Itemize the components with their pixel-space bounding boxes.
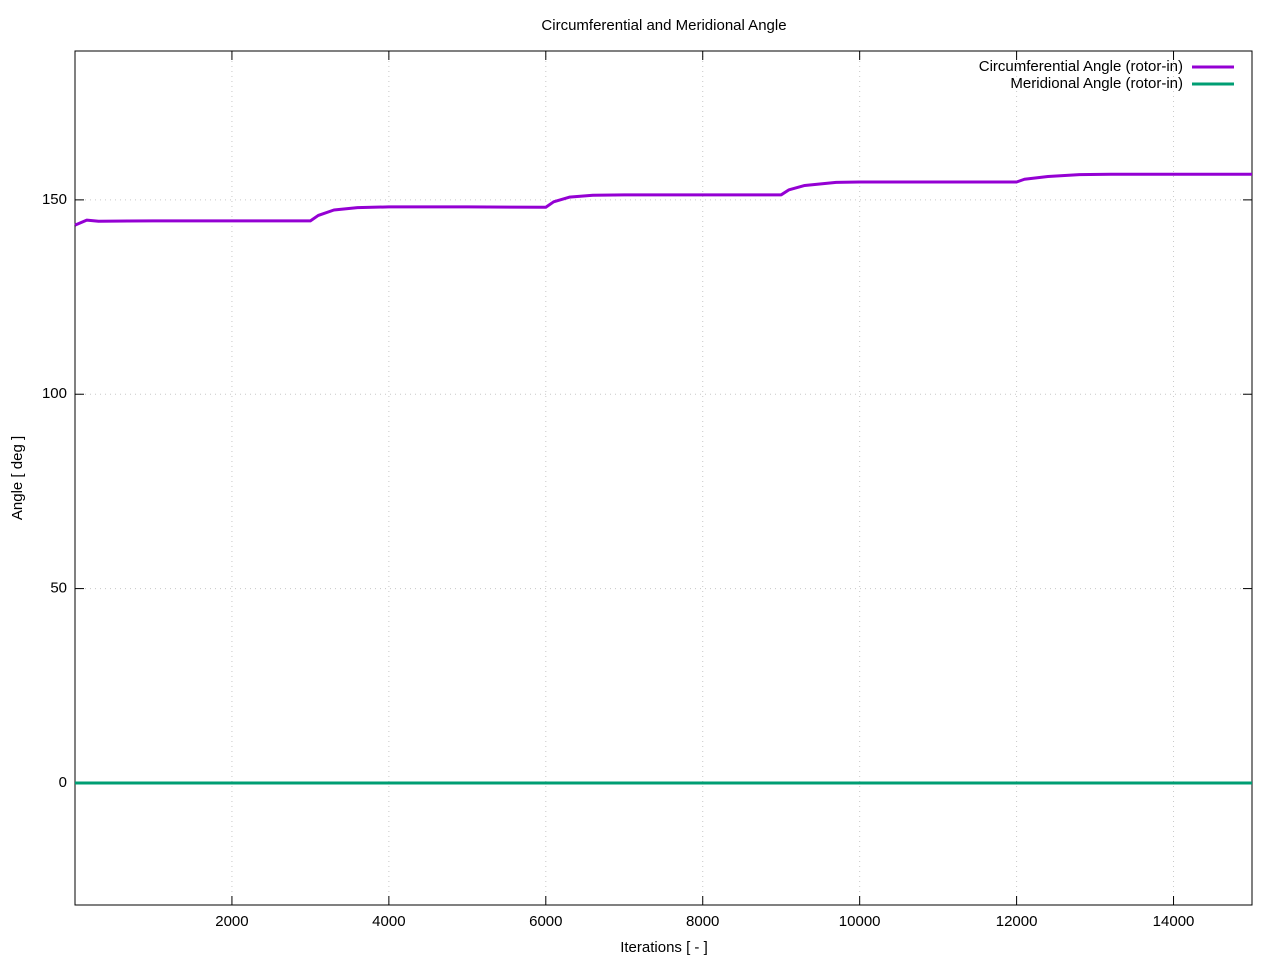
y-tick-label: 50 [50,580,67,597]
y-axis-label: Angle [ deg ] [9,436,26,520]
x-tick-label: 4000 [372,913,405,930]
x-axis-label: Iterations [ - ] [620,939,708,956]
plot-frame [74,50,1253,906]
legend-label: Circumferential Angle (rotor-in) [979,58,1183,75]
y-tick-label: 100 [42,385,67,402]
x-tick-label: 2000 [215,913,248,930]
x-tick-label: 10000 [839,913,881,930]
legend-label: Meridional Angle (rotor-in) [1010,75,1183,92]
y-tick-label: 150 [42,191,67,208]
data-line [74,172,1252,227]
chart-title: Circumferential and Meridional Angle [541,17,786,34]
x-tick-label: 6000 [529,913,562,930]
x-tick-label: 8000 [686,913,719,930]
x-tick-label: 12000 [996,913,1038,930]
x-tick-label: 14000 [1153,913,1195,930]
y-tick-label: 0 [59,774,67,791]
